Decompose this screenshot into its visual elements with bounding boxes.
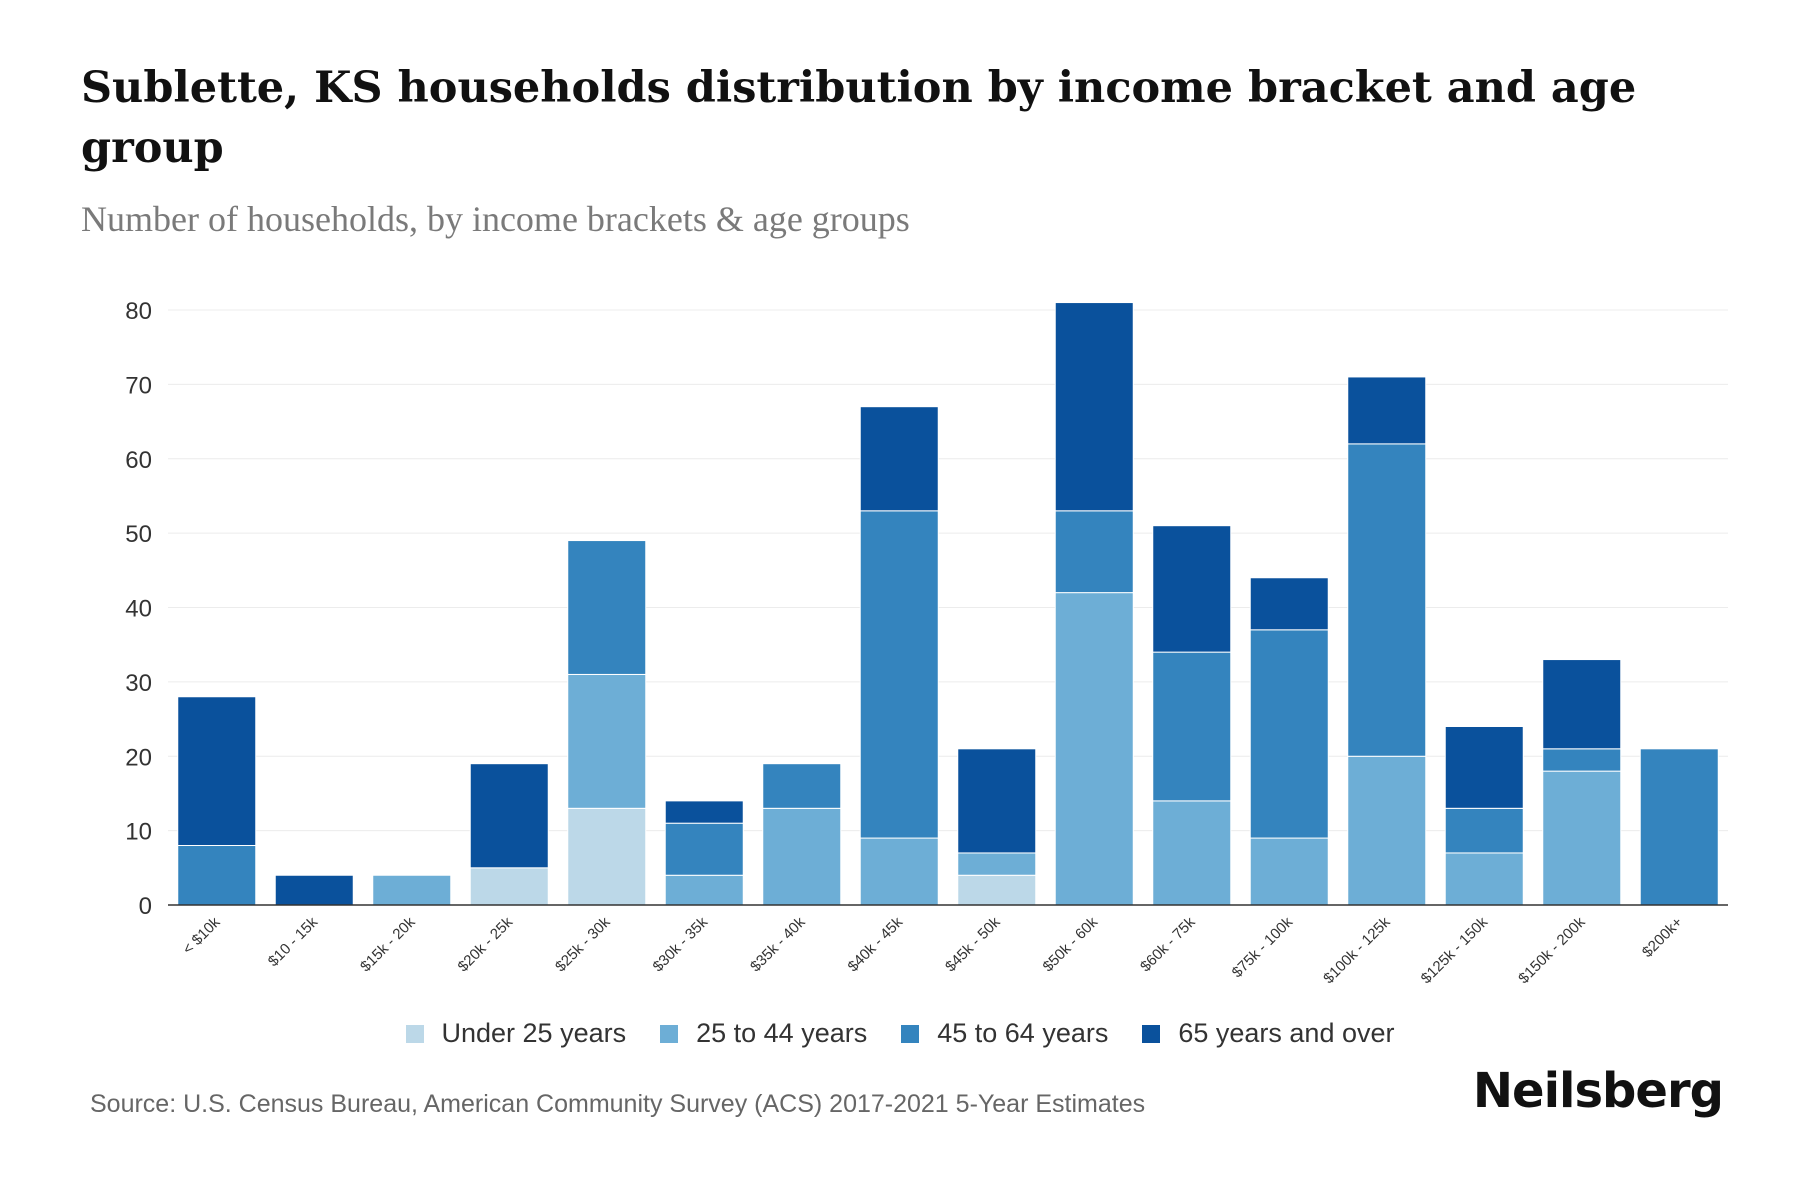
x-tick-label: $75k - 100k	[1229, 913, 1297, 981]
bar-segment	[567, 540, 647, 675]
bar-segment	[1054, 592, 1134, 906]
bar-segment	[957, 874, 1037, 906]
bar-segment	[1444, 852, 1524, 906]
bar-segment	[1249, 629, 1329, 839]
bar-segment	[859, 406, 939, 512]
legend-label: 25 to 44 years	[696, 1018, 868, 1048]
legend-item: 45 to 64 years	[901, 1018, 1108, 1049]
bar-segment	[859, 510, 939, 839]
brand-logo: Neilsberg	[1472, 1063, 1724, 1119]
bar-segment	[1542, 748, 1622, 772]
bar-segment	[762, 807, 842, 906]
bar-segment	[567, 807, 647, 906]
y-tick-label: 70	[125, 372, 152, 399]
x-tick-label: $25k - 30k	[552, 913, 614, 975]
x-tick-label: $45k - 50k	[942, 913, 1004, 975]
y-tick-label: 10	[125, 819, 152, 846]
bar-segment	[1347, 376, 1427, 445]
y-tick-label: 40	[125, 596, 152, 623]
bar-segment	[957, 748, 1037, 854]
y-tick-label: 0	[139, 893, 152, 920]
x-tick-label: $10 - 15k	[265, 913, 322, 970]
x-tick-label: $40k - 45k	[845, 913, 907, 975]
legend-swatch	[405, 1024, 424, 1043]
legend-label: 65 years and over	[1178, 1018, 1395, 1048]
bar-segment	[762, 763, 842, 809]
x-tick-label: $35k - 40k	[747, 913, 809, 975]
y-tick-label: 50	[125, 521, 152, 548]
x-tick-label: $50k - 60k	[1040, 913, 1102, 975]
bar-segment	[1054, 302, 1134, 512]
x-tick-label: $150k - 200k	[1515, 913, 1589, 987]
bar-segment	[664, 874, 744, 906]
bar-segment	[177, 845, 257, 906]
stacked-bar-chart: 0 10 20 30 40 50 60 70 80 < $10k $10 - 15k $15k - 2…	[125, 298, 1728, 987]
bar-segment	[1542, 770, 1622, 906]
bar-segment	[1054, 510, 1134, 594]
bar-segment	[177, 696, 257, 846]
bar-segment	[567, 673, 647, 809]
bar-segment	[1152, 651, 1232, 802]
x-tick-label: $200k+	[1639, 914, 1686, 961]
y-tick-label: 20	[125, 744, 152, 771]
y-tick-label: 60	[125, 447, 152, 474]
bar-segment	[469, 763, 549, 869]
source-note: Source: U.S. Census Bureau, American Com…	[90, 1090, 1146, 1118]
bar-segment	[1444, 726, 1524, 809]
bar-segment	[372, 874, 452, 906]
legend-label: 45 to 64 years	[937, 1018, 1109, 1048]
bar-segment	[664, 800, 744, 824]
legend-item: 25 to 44 years	[660, 1018, 867, 1049]
bar-segment	[1639, 748, 1719, 906]
bar-segment	[1542, 659, 1622, 750]
legend-swatch	[1142, 1024, 1161, 1043]
x-tick-label: $60k - 75k	[1137, 913, 1199, 975]
x-tick-label: < $10k	[179, 913, 224, 958]
x-tick-label: $15k - 20k	[357, 913, 419, 975]
bar-segment	[664, 822, 744, 876]
y-tick-label: 30	[125, 670, 152, 697]
x-tick-label: $125k - 150k	[1418, 913, 1492, 987]
legend-item: Under 25 years	[405, 1018, 627, 1049]
chart-legend: Under 25 years 25 to 44 years 45 to 64 yea…	[0, 1018, 1800, 1049]
bar-segment	[1152, 800, 1232, 906]
x-tick-label: $30k - 35k	[650, 913, 712, 975]
bar-segment	[1347, 755, 1427, 906]
bar-segment	[1249, 577, 1329, 631]
x-tick-label: $20k - 25k	[455, 913, 517, 975]
x-tick-label: $100k - 125k	[1320, 913, 1394, 987]
bar-segment	[1249, 837, 1329, 906]
legend-label: Under 25 years	[441, 1018, 627, 1048]
bar-segment	[1444, 807, 1524, 854]
bar-segment	[469, 867, 549, 906]
legend-item: 65 years and over	[1142, 1018, 1395, 1049]
chart-title: Sublette, KS households distribution by …	[81, 63, 1637, 173]
bar-segment	[274, 874, 354, 906]
chart-subtitle: Number of households, by income brackets…	[81, 199, 910, 239]
bar-segment	[859, 837, 939, 906]
bar-segment	[1152, 525, 1232, 653]
y-tick-label: 80	[125, 298, 152, 325]
legend-swatch	[660, 1024, 679, 1043]
bar-segment	[1347, 443, 1427, 757]
legend-swatch	[901, 1024, 920, 1043]
bar-segment	[957, 852, 1037, 876]
